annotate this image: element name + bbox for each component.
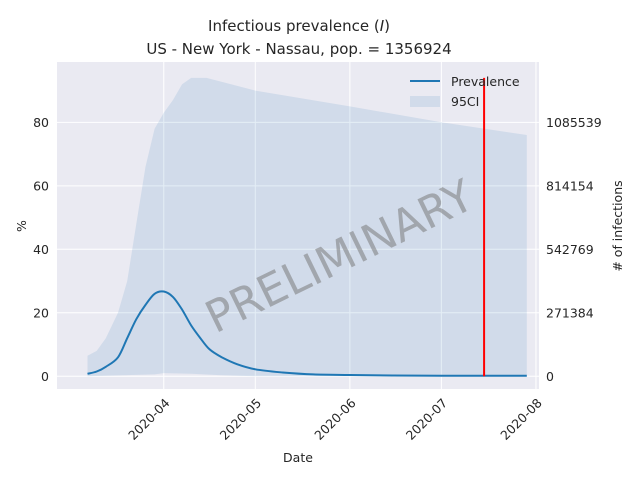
y2-axis-label: # of infections	[610, 180, 625, 271]
legend: Prevalence 95CI	[410, 74, 520, 109]
chart-subtitle: US - New York - Nassau, pop. = 1356924	[146, 40, 451, 58]
prevalence-line	[87, 290, 527, 377]
y2-tick-label: 542769	[546, 242, 594, 257]
gridlines	[57, 62, 539, 389]
x-tick-label: 2020-04	[125, 395, 173, 443]
y-tick-label: 40	[33, 242, 49, 257]
y-tick-label: 0	[41, 369, 49, 384]
legend-95ci-label: 95CI	[451, 94, 479, 109]
x-tick-label: 2020-07	[403, 395, 451, 443]
y-tick-label: 20	[33, 305, 49, 320]
x-tick-label: 2020-05	[217, 395, 265, 443]
y2-tick-label: 271384	[546, 305, 594, 320]
x-axis-label: Date	[283, 450, 313, 465]
y-axis-label: %	[14, 220, 29, 232]
x-axis-ticks: 2020-04 2020-05 2020-06 2020-07 2020-08	[125, 395, 545, 443]
y2-tick-label: 0	[546, 369, 554, 384]
y2-axis-ticks: 0 271384 542769 814154 1085539	[546, 115, 602, 384]
y2-tick-label: 1085539	[546, 115, 602, 130]
y-axis-ticks: 0 20 40 60 80	[33, 115, 49, 384]
x-tick-label: 2020-06	[311, 395, 359, 443]
ci-band	[87, 77, 527, 377]
prevalence-line-layer	[87, 290, 527, 377]
legend-prevalence-label: Prevalence	[451, 74, 520, 89]
y-tick-label: 80	[33, 115, 49, 130]
chart-title: Infectious prevalence (I)	[208, 17, 390, 35]
confidence-band-layer	[87, 77, 527, 377]
y2-tick-label: 814154	[546, 178, 594, 193]
plot-background	[57, 62, 539, 389]
y-tick-label: 60	[33, 178, 49, 193]
legend-95ci-swatch	[410, 96, 440, 107]
x-tick-label: 2020-08	[497, 395, 545, 443]
